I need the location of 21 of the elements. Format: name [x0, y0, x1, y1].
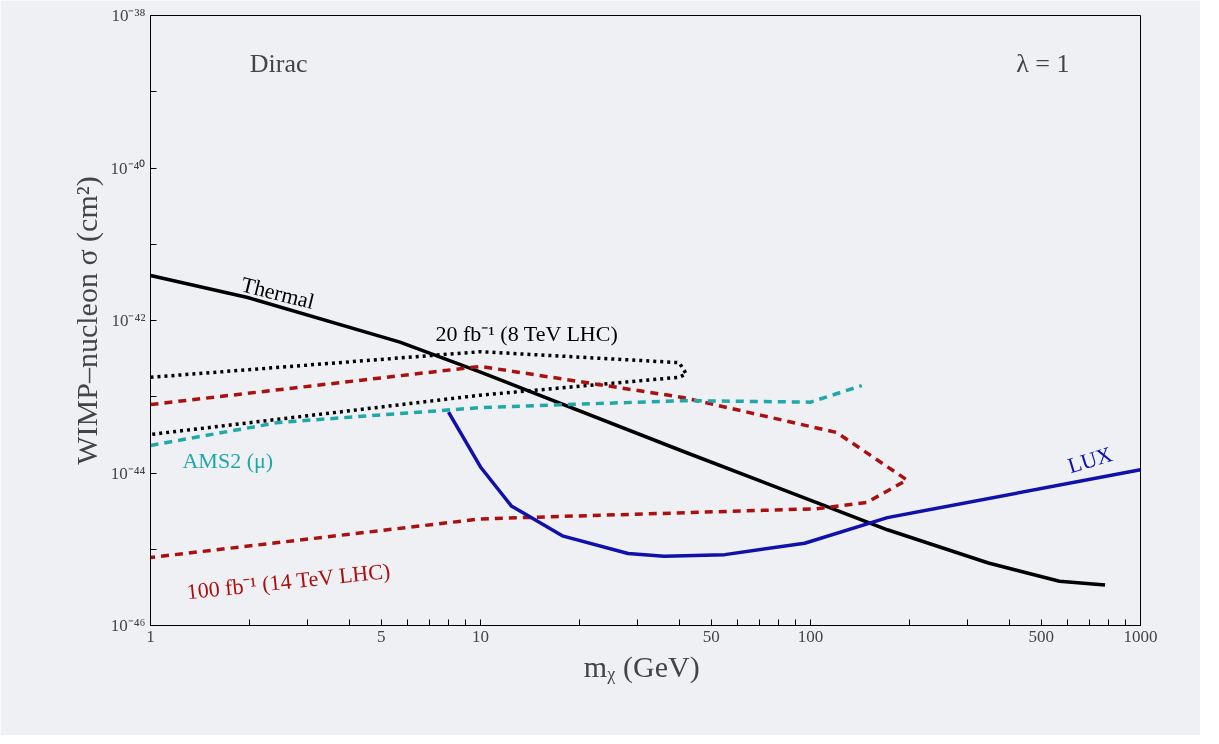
text: LUX: [1064, 441, 1116, 479]
text: 100 fb⁻¹ (14 TeV LHC): [185, 558, 392, 605]
y-tick-label: 10⁻⁴⁰: [110, 158, 146, 178]
x-tick-label: 5: [376, 626, 386, 646]
y-tick-label: 10⁻³⁸: [111, 6, 146, 25]
y-tick-label: 10⁻⁴²: [111, 311, 146, 330]
series-label: AMS2 (μ): [182, 448, 274, 473]
annotation: Dirac: [249, 49, 308, 79]
x-tick-label: 50: [702, 626, 720, 646]
x-axis-title: mᵪ (GeV): [583, 649, 700, 684]
x-tick-label: 500: [1028, 626, 1054, 646]
series-label: 20 fb⁻¹ (8 TeV LHC): [435, 321, 618, 347]
annotation: λ = 1: [1016, 49, 1070, 79]
x-tick-label: 10: [472, 626, 489, 646]
x-tick-label: 100: [797, 626, 824, 646]
text: Thermal: [238, 271, 318, 314]
y-tick-label: 10⁻⁴⁴: [110, 463, 146, 483]
x-tick-label: 1000: [1123, 626, 1158, 646]
y-axis-title: WIMP–nucleon σ (cm²): [69, 176, 104, 465]
y-tick-label: 10⁻⁴⁶: [110, 616, 146, 635]
x-tick-label: 1: [146, 626, 155, 646]
